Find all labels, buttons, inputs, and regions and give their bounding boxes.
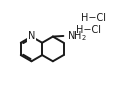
Text: NH$_2$: NH$_2$ bbox=[67, 29, 87, 43]
Text: H−Cl: H−Cl bbox=[81, 13, 106, 23]
Text: N: N bbox=[28, 31, 35, 41]
Text: H−Cl: H−Cl bbox=[76, 25, 101, 35]
